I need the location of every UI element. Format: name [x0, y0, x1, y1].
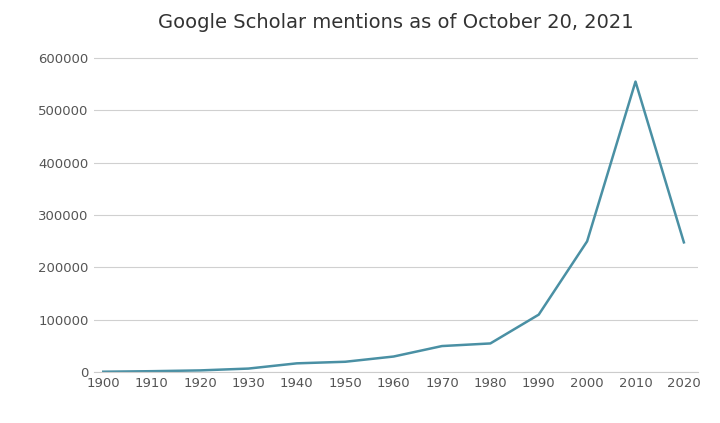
- Title: Google Scholar mentions as of October 20, 2021: Google Scholar mentions as of October 20…: [158, 14, 634, 33]
